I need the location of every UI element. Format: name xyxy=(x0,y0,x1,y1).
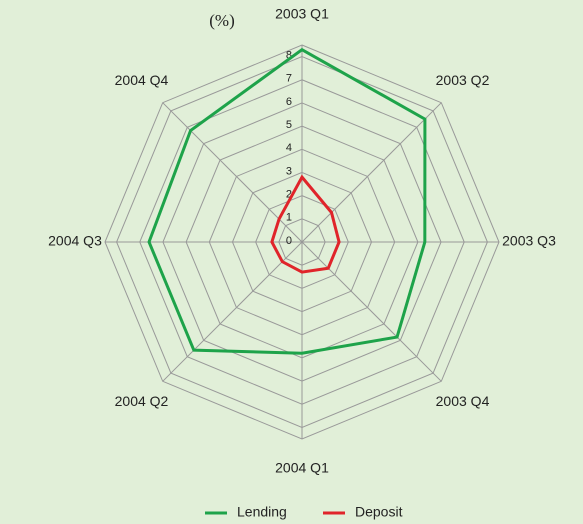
tick-label tick: 5 xyxy=(286,119,292,131)
tick-label tick: 3 xyxy=(286,165,292,177)
category-label: 2003 Q1 xyxy=(275,6,329,22)
category-label: 2003 Q4 xyxy=(436,393,490,409)
spoke xyxy=(162,241,303,382)
tick-label tick: 6 xyxy=(286,96,292,108)
unit-label: (%) xyxy=(209,11,234,30)
legend-label: Deposit xyxy=(355,504,403,520)
category-label: 2004 Q4 xyxy=(115,72,169,88)
series-line xyxy=(147,47,427,355)
category-label: 2004 Q1 xyxy=(275,460,329,476)
tick-label tick: 0 xyxy=(286,235,292,247)
category-label: 2003 Q3 xyxy=(502,233,556,249)
tick-label tick: 8 xyxy=(286,49,292,61)
spoke xyxy=(301,102,442,243)
category-label: 2004 Q2 xyxy=(115,393,169,409)
tick-label tick: 2 xyxy=(286,189,292,201)
category-label: 2004 Q3 xyxy=(48,233,102,249)
tick-label tick: 1 xyxy=(286,212,292,224)
tick-label tick: 7 xyxy=(286,73,292,85)
tick-label tick: 4 xyxy=(286,142,292,154)
legend-label: Lending xyxy=(237,504,287,520)
spoke xyxy=(301,241,442,382)
category-label: 2003 Q2 xyxy=(436,72,490,88)
series-line xyxy=(270,174,341,274)
